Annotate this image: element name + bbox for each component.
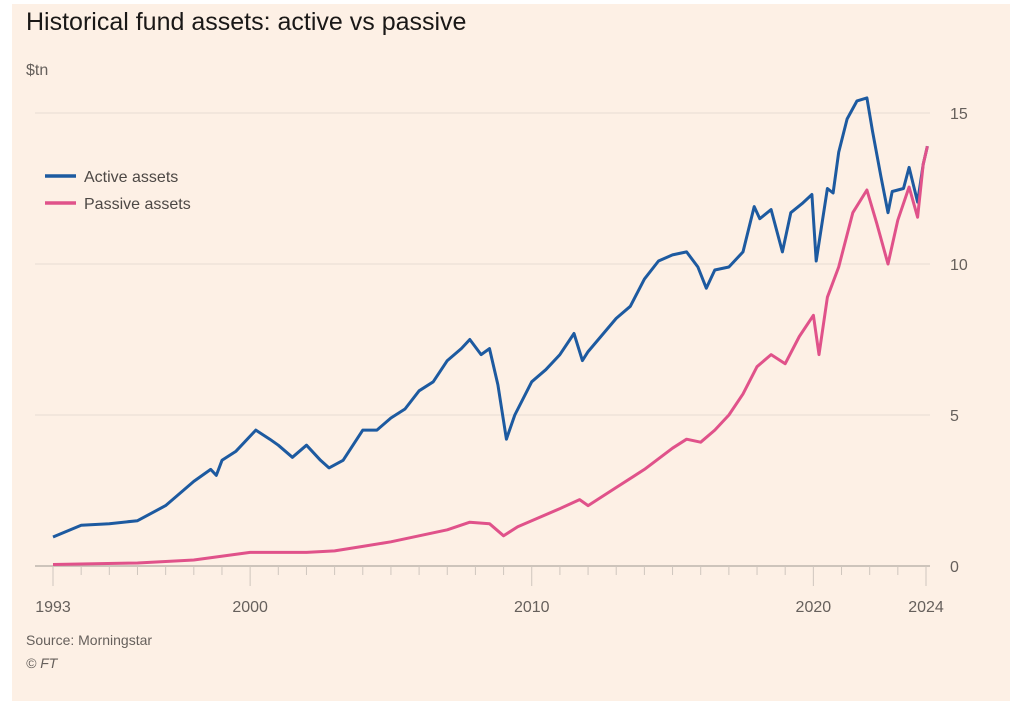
y-tick-label: 0 bbox=[950, 559, 959, 576]
y-tick-label: 5 bbox=[950, 408, 959, 425]
x-tick-label: 2010 bbox=[514, 599, 550, 616]
y-tick-label: 15 bbox=[950, 106, 968, 123]
series-line-passive bbox=[52, 145, 929, 566]
x-tick-label: 1993 bbox=[35, 599, 71, 616]
chart-panel bbox=[12, 4, 1010, 701]
y-tick-label: 10 bbox=[950, 257, 968, 274]
x-tick-label: 2024 bbox=[908, 599, 944, 616]
x-tick-label: 2020 bbox=[796, 599, 832, 616]
legend-label-passive: Passive assets bbox=[84, 196, 191, 213]
y-axis-unit-label: $tn bbox=[26, 62, 49, 79]
x-tick-label: 2000 bbox=[232, 599, 268, 616]
chart-title: Historical fund assets: active vs passiv… bbox=[26, 8, 467, 36]
source-note: Source: Morningstar bbox=[26, 632, 153, 648]
series-line-active bbox=[52, 96, 929, 539]
copyright-note: © FT bbox=[26, 655, 58, 671]
legend-label-active: Active assets bbox=[84, 169, 178, 186]
